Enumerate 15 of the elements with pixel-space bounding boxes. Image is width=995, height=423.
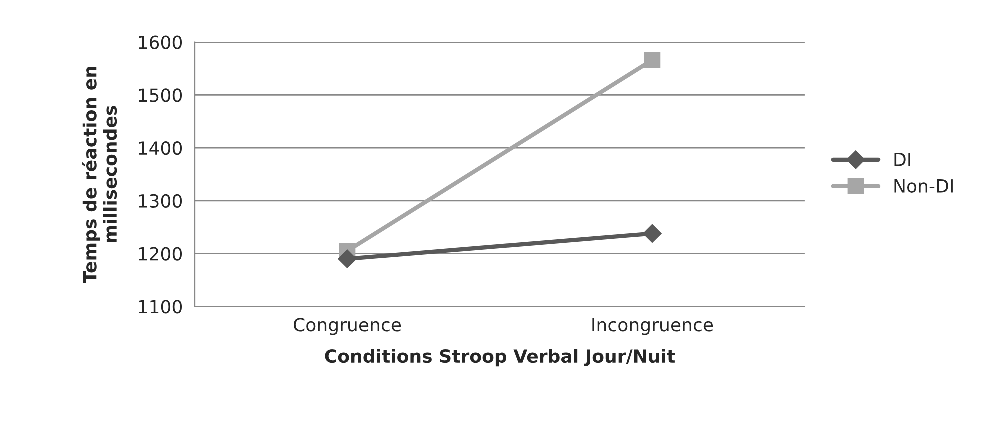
y-tick-label: 1400 xyxy=(139,142,182,156)
legend-label: Non-DI xyxy=(894,180,953,193)
y-tick-label: 1100 xyxy=(139,300,182,314)
y-tick-label: 1600 xyxy=(139,36,182,50)
y-tick-label: 1500 xyxy=(139,88,182,102)
y-tick-label: 1200 xyxy=(139,247,182,261)
point xyxy=(338,250,357,268)
y-tick-label: 1300 xyxy=(139,194,182,208)
x-axis-title: Conditions Stroop Verbal Jour/Nuit xyxy=(325,349,676,367)
y-axis-title: Temps de réaction en millisecondes xyxy=(82,66,118,284)
point xyxy=(643,224,662,244)
x-tick-label: Congruence xyxy=(294,318,402,336)
x-tick-label: Incongruence xyxy=(592,318,714,336)
point xyxy=(644,52,661,68)
legend-label: DI xyxy=(894,153,910,166)
